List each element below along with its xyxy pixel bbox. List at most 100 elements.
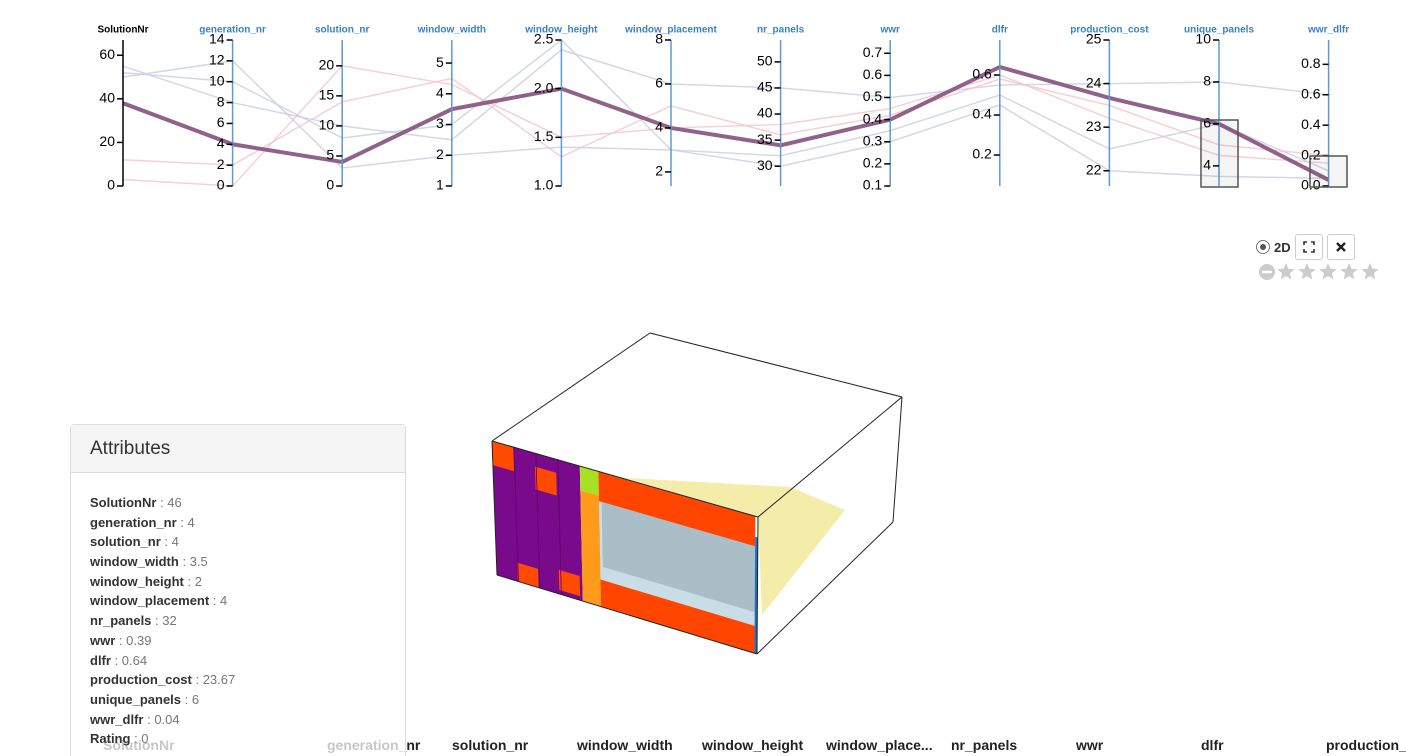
facade-panel <box>558 569 581 597</box>
tick-label: 50 <box>757 53 773 69</box>
facade-seam <box>535 453 541 589</box>
axis-label: window_height <box>524 25 598 36</box>
tick-label: 10 <box>1195 31 1211 47</box>
column-header[interactable]: wwr <box>1076 737 1104 753</box>
attribute-value: 0.39 <box>126 632 152 648</box>
axis-label: SolutionNr <box>97 25 148 36</box>
column-header[interactable]: window_width <box>577 737 673 753</box>
axis-label: window_width <box>417 25 486 36</box>
attribute-key: SolutionNr <box>90 495 157 510</box>
radio-2d[interactable] <box>1256 240 1270 254</box>
background-line <box>122 60 1329 180</box>
attribute-value: 32 <box>162 613 177 629</box>
attribute-key: window_placement <box>90 593 210 609</box>
tick-label: 0.4 <box>972 106 992 122</box>
attribute-key: window_width <box>90 554 179 570</box>
axis-label: solution_nr <box>315 25 370 36</box>
expand-icon <box>1302 241 1315 253</box>
tick-label: 0.2 <box>1301 146 1321 162</box>
tick-label: 20 <box>99 133 115 149</box>
tick-label: 4 <box>217 135 225 151</box>
attribute-row: production_cost : 23.67 <box>90 672 236 688</box>
star <box>1298 263 1316 280</box>
tick-label: 5 <box>436 54 444 70</box>
attribute-list: SolutionNr : 46 generation_nr : 4 solution… <box>71 473 405 749</box>
background-line <box>122 39 1329 172</box>
tick-label: 0.4 <box>863 110 883 126</box>
attribute-key: generation_nr <box>90 514 177 530</box>
column-header[interactable]: dlfr <box>1201 737 1224 753</box>
tick-label: 0.7 <box>863 44 883 60</box>
box-edge <box>491 440 759 518</box>
box-edge <box>756 521 894 655</box>
tick-label: 40 <box>757 105 773 121</box>
attribute-value: 4 <box>171 534 179 550</box>
tick-label: 0 <box>326 177 334 193</box>
attribute-row: unique_panels : 6 <box>90 691 200 707</box>
tick-label: 8 <box>1203 73 1211 89</box>
attribute-key: production_cost <box>90 672 192 688</box>
tick-label: 45 <box>757 79 773 95</box>
tick-label: 0.5 <box>863 88 883 104</box>
tick-label: 0.4 <box>1301 116 1321 132</box>
column-header[interactable]: window_place... <box>826 737 933 753</box>
attribute-row: window_placement : 4 <box>90 593 228 609</box>
facade-panel <box>601 501 756 613</box>
star <box>1340 263 1358 280</box>
tick-label: 6 <box>1203 115 1211 131</box>
facade-seam <box>513 447 519 582</box>
tick-label: 2 <box>655 163 663 179</box>
facade-panel <box>580 490 601 607</box>
axis-label: unique_panels <box>1184 25 1254 36</box>
tick-label: 0.3 <box>863 132 883 148</box>
view-controls: 2D <box>1256 234 1355 260</box>
attribute-key: dlfr <box>90 652 111 668</box>
expand-button[interactable] <box>1294 234 1323 260</box>
attribute-row: window_width : 3.5 <box>90 554 208 570</box>
tick-label: 24 <box>1086 74 1102 90</box>
tick-label: 3 <box>436 115 444 131</box>
attribute-value: 23.67 <box>202 672 236 688</box>
attribute-row: nr_panels : 32 <box>90 613 177 629</box>
facade-panel <box>492 441 515 472</box>
column-header[interactable]: production_cost <box>1326 737 1406 753</box>
tick-label: 0 <box>217 177 225 193</box>
tick-label: 2 <box>436 146 444 162</box>
column-header[interactable]: nr_panels <box>951 737 1018 753</box>
selected-line <box>122 64 1330 182</box>
3d-view[interactable] <box>0 300 1000 700</box>
tick-label: 30 <box>757 157 773 173</box>
box-edge <box>491 440 498 576</box>
attribute-row: dlfr : 0.64 <box>90 652 148 668</box>
tick-label: 35 <box>757 131 773 147</box>
close-button[interactable] <box>1326 234 1355 260</box>
attribute-row: solution_nr : 4 <box>90 534 179 550</box>
tick-label: 1.5 <box>534 128 554 144</box>
attribute-value: 6 <box>191 691 200 707</box>
mode-label: 2D <box>1274 239 1291 255</box>
star <box>1319 263 1337 280</box>
tick-label: 0.2 <box>972 146 992 162</box>
panel-title: Attributes <box>71 425 405 473</box>
background-line <box>122 65 1329 187</box>
axis-label: generation_nr <box>199 25 266 36</box>
attribute-row: wwr : 0.39 <box>90 632 152 648</box>
floor <box>625 478 845 615</box>
tick-label: 0.0 <box>1301 177 1321 193</box>
tick-label: 4 <box>436 84 444 100</box>
column-header[interactable]: window_height <box>702 737 804 753</box>
tick-label: 6 <box>217 114 225 130</box>
column-header[interactable]: solution_nr <box>452 737 529 753</box>
parallel-coordinates[interactable]: SolutionNr0204060generation_nr0246810121… <box>0 0 1406 200</box>
tick-label: 2.5 <box>534 31 554 47</box>
facade-panel <box>579 466 599 496</box>
box-edge <box>491 332 651 442</box>
tick-label: 2 <box>217 156 225 172</box>
rating[interactable] <box>1258 262 1388 282</box>
tick-label: 6 <box>655 75 663 91</box>
tick-label: 0 <box>107 177 115 193</box>
close-icon <box>1335 242 1346 252</box>
rating-icons <box>1259 263 1379 280</box>
tick-label: 5 <box>326 147 334 163</box>
axis-label: window_placement <box>624 25 717 36</box>
